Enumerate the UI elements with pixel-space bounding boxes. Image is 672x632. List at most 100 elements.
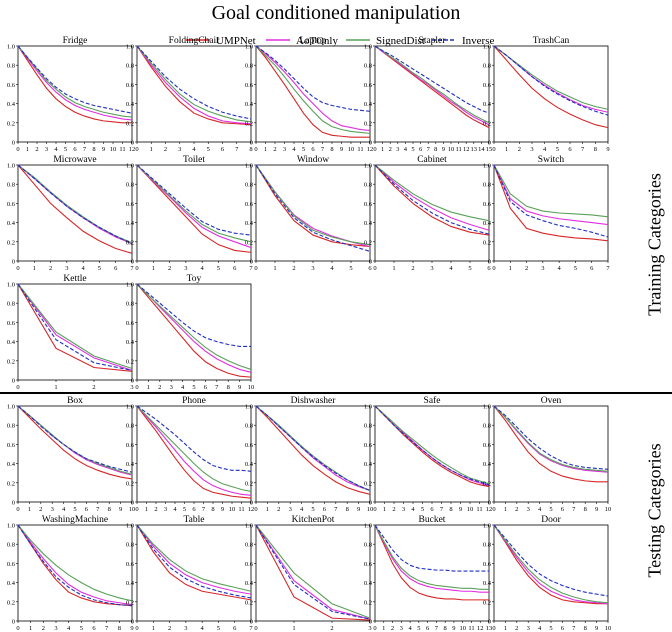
y-tick-label: 0.4 [7,580,16,587]
series-line-aotonly [374,164,490,231]
series-line-inverse [255,524,371,620]
plot-frame [493,405,609,503]
plot-frame [374,45,490,143]
x-tick-label: 2 [42,625,45,632]
plot-frame [136,45,252,143]
x-tick-label: 12 [477,625,484,632]
x-tick-label: 1 [28,506,31,513]
x-tick-label: 13 [486,625,493,632]
x-tick-label: 9 [340,146,343,153]
y-tick-label: 0.4 [245,461,254,468]
y-tick-label: 1.0 [483,44,491,51]
x-tick-label: 3 [400,625,403,632]
plot-frame [17,45,133,143]
x-tick-label: 5 [411,146,414,153]
x-tick-label: 0 [492,625,495,632]
y-tick-label: 0 [131,378,134,385]
x-tick-label: 4 [201,625,205,632]
y-tick-label: 1.0 [245,44,253,51]
series-line-signeddist [136,45,252,123]
y-tick-label: 0.2 [7,480,15,487]
x-tick-label: 2 [330,625,333,632]
series-line-aotonly [136,164,252,249]
x-tick-label: 1 [292,625,295,632]
series-line-inverse [493,164,609,238]
subplot-microwave: Microwave 0 0.2 0.4 0.6 0.8 1.0 0 1 2 3 4 5 6 7 [7,155,135,272]
series-line-aotonly [255,45,371,132]
y-tick-label: 0.2 [126,239,134,246]
x-tick-label: 2 [154,506,157,513]
x-tick-label: 8 [330,146,333,153]
y-tick-label: 0.4 [364,461,373,468]
x-tick-label: 1 [392,265,395,272]
series-line-umpnet [374,164,490,236]
x-tick-label: 3 [527,506,530,513]
y-tick-label: 0.4 [483,580,492,587]
plot-frame [136,524,252,622]
x-tick-label: 7 [249,265,253,272]
x-tick-label: 1 [152,625,155,632]
x-tick-label: 6 [590,265,594,272]
legend-label-signeddist: SignedDist [376,35,425,47]
y-tick-label: 0.8 [483,182,491,189]
y-tick-label: 1.0 [245,404,253,411]
x-tick-label: 1 [150,146,153,153]
x-tick-label: 1 [266,506,269,513]
x-tick-label: 7 [105,625,109,632]
x-tick-label: 6 [487,265,491,272]
x-tick-label: 5 [217,265,220,272]
subplot-window: Window 0 0.2 0.4 0.6 0.8 1.0 0 1 2 3 4 5 6 [245,155,373,272]
y-tick-label: 0.8 [7,301,15,308]
plot-frame [493,524,609,622]
y-tick-label: 0.6 [7,561,16,568]
legend-label-inverse: Inverse [462,35,494,47]
x-tick-label: 7 [215,384,219,391]
subplot-title: KitchenPot [292,515,335,525]
plot-frame [17,283,133,381]
series-line-umpnet [374,524,489,601]
y-tick-label: 0 [488,500,491,507]
y-tick-label: 1.0 [483,163,491,170]
y-tick-label: 0.4 [364,220,373,227]
x-tick-label: 8 [227,384,230,391]
x-tick-label: 1 [504,625,507,632]
x-tick-label: 5 [192,384,195,391]
y-tick-label: 0 [12,259,15,266]
y-tick-label: 0.4 [245,220,254,227]
x-tick-label: 4 [300,506,304,513]
y-tick-label: 0.6 [364,442,373,449]
x-tick-label: 7 [606,265,610,272]
y-tick-label: 0.4 [364,580,373,587]
x-tick-label: 6 [561,506,565,513]
y-tick-label: 0.4 [126,101,135,108]
x-tick-label: 3 [541,265,544,272]
plot-frame [136,164,252,262]
subplot-kettle: Kettle 0 0.2 0.4 0.6 0.8 1.0 0 1 2 3 [7,274,134,391]
x-tick-label: 3 [289,506,292,513]
x-tick-label: 3 [164,506,167,513]
x-tick-label: 4 [330,265,334,272]
x-tick-label: 4 [538,625,542,632]
x-tick-label: 6 [430,506,434,513]
x-tick-label: 10 [110,146,117,153]
y-tick-label: 1.0 [483,523,491,530]
y-tick-label: 1.0 [364,404,372,411]
x-tick-label: 5 [468,265,471,272]
x-tick-label: 10 [129,506,136,513]
x-tick-label: 8 [211,506,214,513]
y-tick-label: 0.2 [7,120,15,127]
series-line-signeddist [17,283,133,370]
y-tick-label: 1.0 [126,44,134,51]
series-line-aotonly [255,524,371,620]
x-tick-label: 1 [145,506,148,513]
y-tick-label: 0.2 [364,239,372,246]
x-tick-label: 3 [178,146,181,153]
y-tick-label: 0.6 [7,201,16,208]
subplot-title: WashingMachine [42,515,108,525]
x-tick-label: 0 [254,146,257,153]
y-tick-label: 0.8 [483,542,491,549]
subplot-title: Table [184,515,205,525]
x-tick-label: 9 [459,506,462,513]
x-tick-label: 7 [572,625,576,632]
